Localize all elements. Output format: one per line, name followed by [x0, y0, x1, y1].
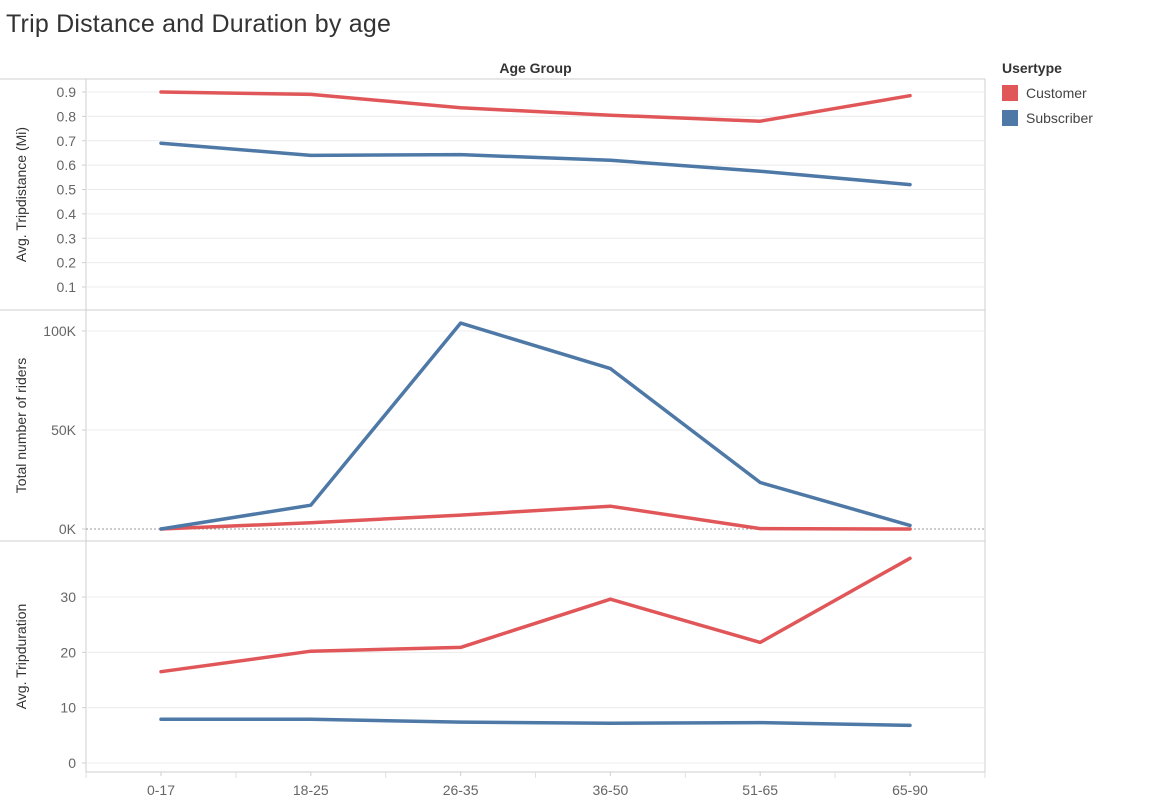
panel-1: 0.1 0.2 0.3 0.4 0.5 0.6 0.7 0.8 0.9 Avg. Tripdist… [13, 84, 985, 295]
data-point-customer [159, 670, 163, 674]
y-axis-title: Avg. Tripduration [13, 604, 29, 710]
y-axis-title: Avg. Tripdistance (Mi) [13, 127, 29, 262]
data-point-subscriber [159, 527, 163, 531]
data-point-customer [309, 521, 313, 525]
page-title: Trip Distance and Duration by age [6, 10, 392, 38]
data-point-subscriber [758, 480, 762, 484]
x-axis-header: Age Group [499, 60, 571, 76]
y-tick-label: 0.3 [57, 230, 77, 246]
y-tick-label: 30 [60, 589, 76, 605]
y-tick-label: 0.4 [57, 206, 77, 222]
panel-3: 0 10 20 30 Avg. Tripduration [0, 540, 985, 773]
data-point-subscriber [459, 720, 463, 724]
series-line-customer [159, 90, 912, 123]
legend-label-customer: Customer [1026, 84, 1087, 101]
series-line-subscriber [159, 321, 912, 531]
data-point-subscriber [309, 503, 313, 507]
data-point-customer [608, 113, 612, 117]
y-tick-label: 10 [60, 700, 76, 716]
y-tick-label: 0.9 [57, 84, 77, 100]
y-tick-label: 0.5 [57, 182, 77, 198]
data-point-subscriber [309, 153, 313, 157]
y-axis-title: Total number of riders [13, 358, 29, 493]
data-point-subscriber [459, 321, 463, 325]
y-tick-label: 0.8 [57, 108, 77, 124]
data-point-subscriber [908, 523, 912, 527]
x-tick-label: 26-35 [443, 782, 479, 798]
x-tick-label: 0-17 [147, 782, 175, 798]
data-point-customer [758, 640, 762, 644]
x-tick-label: 36-50 [592, 782, 628, 798]
panel-2: 0K 50K 100K Total number of riders [0, 309, 985, 537]
data-point-customer [309, 92, 313, 96]
series-line-customer [159, 556, 912, 674]
legend-item-customer[interactable]: Customer [1002, 80, 1093, 105]
x-tick-label: 18-25 [293, 782, 329, 798]
y-tick-label: 50K [51, 422, 77, 438]
data-point-subscriber [608, 367, 612, 371]
y-tick-label: 0 [68, 755, 76, 771]
y-tick-label: 20 [60, 644, 76, 660]
y-tick-label: 0.7 [57, 133, 77, 149]
y-tick-label: 0.1 [57, 279, 77, 295]
y-tick-label: 0.2 [57, 255, 77, 271]
data-point-subscriber [758, 169, 762, 173]
data-point-customer [908, 556, 912, 560]
data-point-subscriber [908, 723, 912, 727]
y-tick-label: 100K [43, 323, 76, 339]
data-point-customer [459, 513, 463, 517]
data-point-customer [159, 90, 163, 94]
x-tick-label: 51-65 [742, 782, 778, 798]
data-point-subscriber [608, 721, 612, 725]
series-line-customer [159, 504, 912, 531]
data-point-subscriber [459, 153, 463, 157]
data-point-subscriber [908, 183, 912, 187]
data-point-customer [309, 649, 313, 653]
legend-swatch-subscriber [1002, 109, 1018, 126]
data-point-customer [608, 504, 612, 508]
y-tick-label: 0K [59, 521, 77, 537]
y-tick-label: 0.6 [57, 157, 77, 173]
data-point-subscriber [159, 717, 163, 721]
data-point-subscriber [758, 721, 762, 725]
legend-title: Usertype [1002, 60, 1062, 76]
data-point-customer [459, 645, 463, 649]
data-point-subscriber [309, 717, 313, 721]
data-point-customer [908, 527, 912, 531]
series-line-subscriber [159, 141, 912, 187]
data-point-subscriber [608, 158, 612, 162]
legend: Usertype Customer Subscriber [1002, 60, 1093, 130]
data-point-customer [758, 527, 762, 531]
x-tick-label: 65-90 [892, 782, 928, 798]
data-point-customer [608, 597, 612, 601]
data-point-customer [758, 119, 762, 123]
legend-label-subscriber: Subscriber [1026, 109, 1093, 126]
data-point-subscriber [159, 141, 163, 145]
legend-swatch-customer [1002, 84, 1018, 101]
legend-item-subscriber[interactable]: Subscriber [1002, 105, 1093, 130]
data-point-customer [908, 94, 912, 98]
data-point-customer [459, 106, 463, 110]
series-line-subscriber [159, 717, 912, 728]
